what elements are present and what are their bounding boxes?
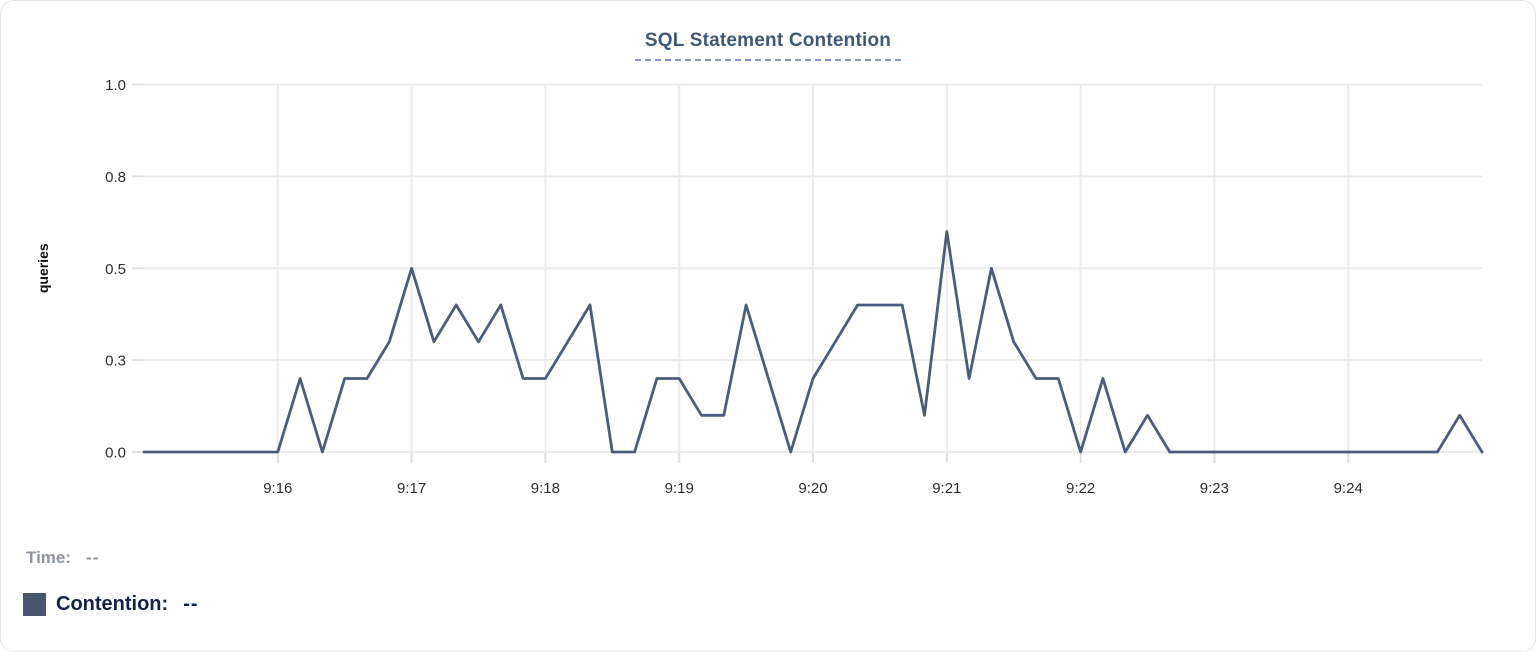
legend-row-contention: Contention: -- — [23, 593, 199, 616]
x-tick-label: 9:23 — [1200, 480, 1229, 497]
y-tick-label: 0.3 — [105, 353, 126, 370]
x-tick-label: 9:16 — [263, 480, 292, 497]
legend-row-time: Time: -- — [26, 548, 99, 568]
contention-value: -- — [183, 593, 199, 615]
x-tick-label: 9:24 — [1334, 480, 1363, 497]
x-tick-label: 9:22 — [1066, 480, 1095, 497]
y-tick-label: 1.0 — [105, 77, 126, 94]
chart-title[interactable]: SQL Statement Contention — [634, 30, 902, 61]
contention-label: Contention: — [56, 593, 169, 615]
y-tick-label: 0.0 — [105, 445, 126, 462]
y-axis-title: queries — [35, 243, 51, 293]
x-tick-label: 9:21 — [932, 480, 961, 497]
contention-series-swatch-icon — [23, 593, 46, 616]
time-value: -- — [86, 548, 100, 567]
time-label: Time: — [26, 548, 72, 567]
x-tick-label: 9:19 — [665, 480, 694, 497]
x-tick-label: 9:17 — [397, 480, 426, 497]
contention-line-series — [142, 230, 1484, 454]
x-tick-label: 9:20 — [798, 480, 827, 497]
y-tick-label: 0.8 — [105, 169, 126, 186]
x-tick-label: 9:18 — [531, 480, 560, 497]
y-tick-label: 0.5 — [105, 261, 126, 278]
chart-header: SQL Statement Contention — [1, 30, 1535, 61]
